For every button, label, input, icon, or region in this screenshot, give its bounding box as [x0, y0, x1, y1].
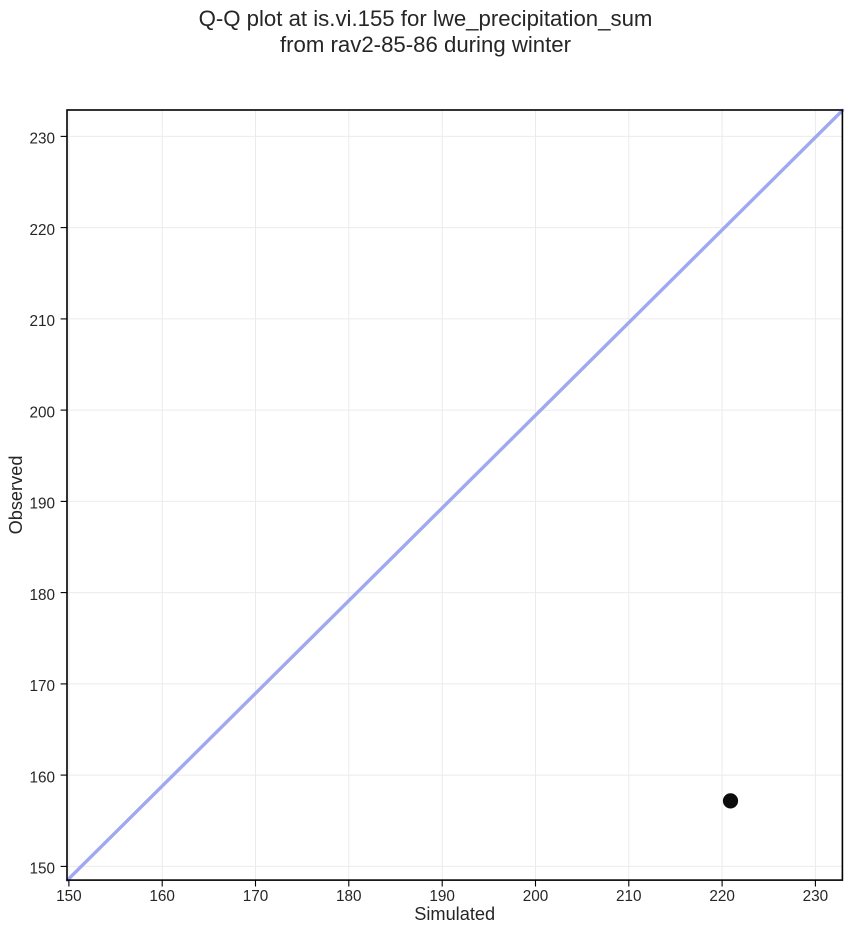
svg-text:230: 230 — [29, 131, 55, 148]
svg-text:190: 190 — [429, 888, 455, 905]
svg-text:160: 160 — [29, 769, 55, 786]
svg-text:180: 180 — [29, 587, 55, 604]
svg-text:210: 210 — [616, 888, 642, 905]
svg-text:150: 150 — [56, 888, 82, 905]
svg-text:220: 220 — [709, 888, 735, 905]
svg-text:210: 210 — [29, 313, 55, 330]
svg-text:Observed: Observed — [6, 456, 26, 535]
svg-text:200: 200 — [29, 404, 55, 421]
svg-text:160: 160 — [149, 888, 175, 905]
svg-text:Simulated: Simulated — [414, 904, 495, 924]
svg-text:230: 230 — [803, 888, 829, 905]
svg-text:200: 200 — [523, 888, 549, 905]
svg-text:170: 170 — [243, 888, 269, 905]
svg-text:170: 170 — [29, 678, 55, 695]
svg-text:180: 180 — [336, 888, 362, 905]
svg-text:150: 150 — [29, 861, 55, 878]
svg-text:220: 220 — [29, 222, 55, 239]
svg-text:190: 190 — [29, 496, 55, 513]
